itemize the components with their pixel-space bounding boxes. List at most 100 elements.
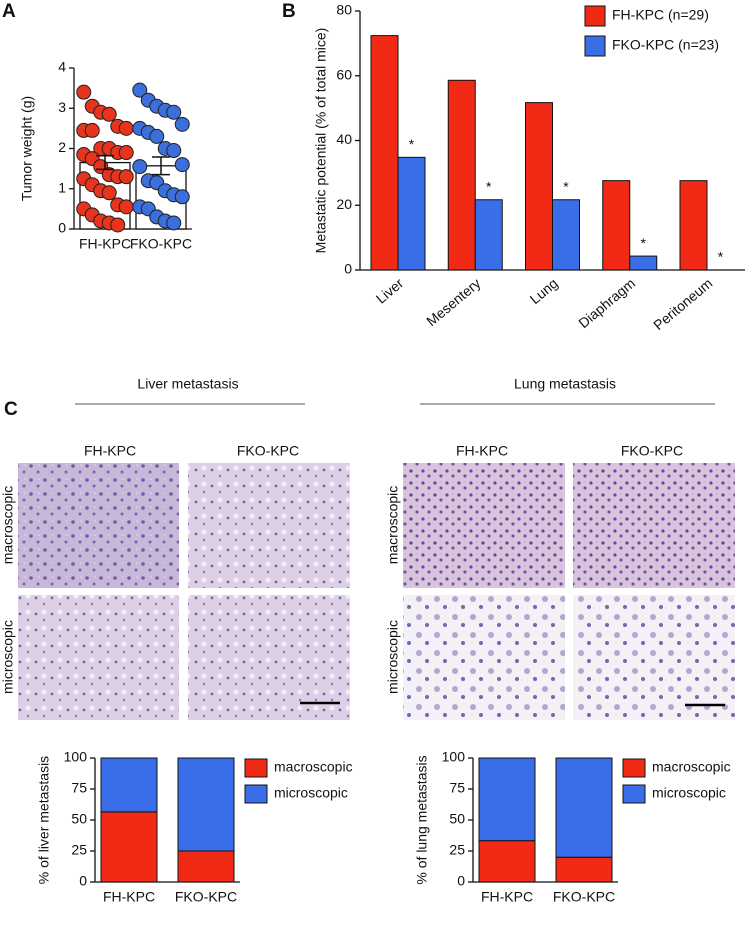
histology-image xyxy=(18,595,179,720)
bar xyxy=(525,102,553,271)
bar-segment xyxy=(478,757,536,842)
y-tick-label: 2 xyxy=(58,139,66,155)
data-point xyxy=(174,157,190,173)
x-tick-label: FKO-KPC xyxy=(130,236,192,252)
x-tick-label: Diaphragm xyxy=(575,275,638,331)
histology-image xyxy=(18,463,179,588)
data-point xyxy=(101,106,117,122)
legend-label: FH-KPC (n=29) xyxy=(612,7,709,23)
x-tick-label: Lung xyxy=(527,275,561,307)
bar-segment xyxy=(177,757,235,852)
y-axis-label: % of liver metastasis xyxy=(36,756,52,884)
x-tick-label: FKO-KPC xyxy=(553,889,615,905)
section-title: Liver metastasis xyxy=(137,376,238,392)
bar xyxy=(370,35,399,271)
y-tick-label: 1 xyxy=(58,179,66,195)
y-axis-label: Metastatic potential (% of total mice) xyxy=(313,28,329,254)
data-point xyxy=(84,122,100,138)
y-tick-label: 4 xyxy=(58,59,66,75)
x-tick-label: FH-KPC xyxy=(79,236,131,252)
bar-segment xyxy=(555,757,613,858)
data-point xyxy=(118,199,134,215)
x-tick-label: Mesentery xyxy=(423,275,483,329)
y-axis-label: Tumor weight (g) xyxy=(19,96,35,201)
bar-segment xyxy=(100,757,158,813)
significance-mark: * xyxy=(563,178,569,194)
column-label: FH-KPC xyxy=(456,443,508,459)
y-tick-label: 75 xyxy=(449,780,465,796)
legend-label: macroscopic xyxy=(652,759,731,775)
bar-segment xyxy=(177,850,235,883)
bar xyxy=(397,156,426,271)
data-point xyxy=(118,145,134,161)
histology-image xyxy=(188,595,350,720)
bar-segment xyxy=(555,856,613,883)
row-label: macroscopic xyxy=(0,486,16,565)
bar xyxy=(474,199,503,271)
bar-segment xyxy=(100,811,158,883)
bar xyxy=(552,199,580,271)
legend-swatch xyxy=(244,784,268,804)
legend-label: microscopic xyxy=(652,785,726,801)
column-label: FKO-KPC xyxy=(621,443,683,459)
column-label: FKO-KPC xyxy=(237,443,299,459)
histology-image xyxy=(403,463,565,588)
data-point xyxy=(101,185,117,201)
histology-image xyxy=(573,463,735,588)
significance-mark: * xyxy=(641,235,647,251)
x-tick-label: Peritoneum xyxy=(650,275,715,333)
y-tick-label: 0 xyxy=(344,261,352,277)
section-title: Lung metastasis xyxy=(514,376,616,392)
y-tick-label: 25 xyxy=(449,842,465,858)
row-label: microscopic xyxy=(0,620,16,694)
y-tick-label: 0 xyxy=(58,220,66,236)
y-tick-label: 20 xyxy=(336,196,352,212)
legend-swatch xyxy=(244,758,268,778)
significance-mark: * xyxy=(409,136,415,152)
legend-swatch xyxy=(622,784,646,804)
bar xyxy=(447,79,476,271)
data-point xyxy=(118,120,134,136)
data-point xyxy=(166,143,182,159)
x-tick-label: FH-KPC xyxy=(481,889,533,905)
significance-mark: * xyxy=(718,249,724,265)
data-point xyxy=(166,104,182,120)
bar xyxy=(602,180,631,271)
y-tick-label: 60 xyxy=(336,66,352,82)
y-tick-label: 75 xyxy=(71,780,87,796)
section-liver: Liver metastasis FH-KPC FKO-KPC macrosco… xyxy=(0,376,350,720)
x-tick-label: FKO-KPC xyxy=(175,889,237,905)
y-tick-label: 100 xyxy=(442,749,466,765)
panel-label: A xyxy=(2,1,16,22)
y-tick-label: 80 xyxy=(336,2,352,18)
legend-label: microscopic xyxy=(274,785,348,801)
data-point xyxy=(174,116,190,132)
data-point xyxy=(174,189,190,205)
data-point xyxy=(110,217,126,233)
legend-swatch xyxy=(584,5,606,27)
y-tick-label: 40 xyxy=(336,131,352,147)
bar-segment xyxy=(478,840,536,883)
y-tick-label: 25 xyxy=(71,842,87,858)
data-point xyxy=(132,159,148,175)
panel-label: B xyxy=(282,1,296,22)
legend-label: macroscopic xyxy=(274,759,353,775)
y-tick-label: 0 xyxy=(79,873,87,889)
x-tick-label: FH-KPC xyxy=(103,889,155,905)
data-point xyxy=(132,82,148,98)
column-label: FH-KPC xyxy=(84,443,136,459)
row-label: microscopic xyxy=(385,620,401,694)
y-axis-label: % of lung metastasis xyxy=(414,755,430,884)
section-lung: Lung metastasis FH-KPC FKO-KPC macroscop… xyxy=(385,376,735,720)
bar xyxy=(679,180,708,271)
histology-image xyxy=(573,595,735,720)
histology-image xyxy=(403,595,565,720)
data-point xyxy=(149,128,165,144)
y-tick-label: 3 xyxy=(58,99,66,115)
legend-swatch xyxy=(584,35,606,57)
x-tick-label: Liver xyxy=(373,275,407,307)
panel-label: C xyxy=(4,399,18,420)
data-point xyxy=(166,215,182,231)
data-point xyxy=(76,84,92,100)
